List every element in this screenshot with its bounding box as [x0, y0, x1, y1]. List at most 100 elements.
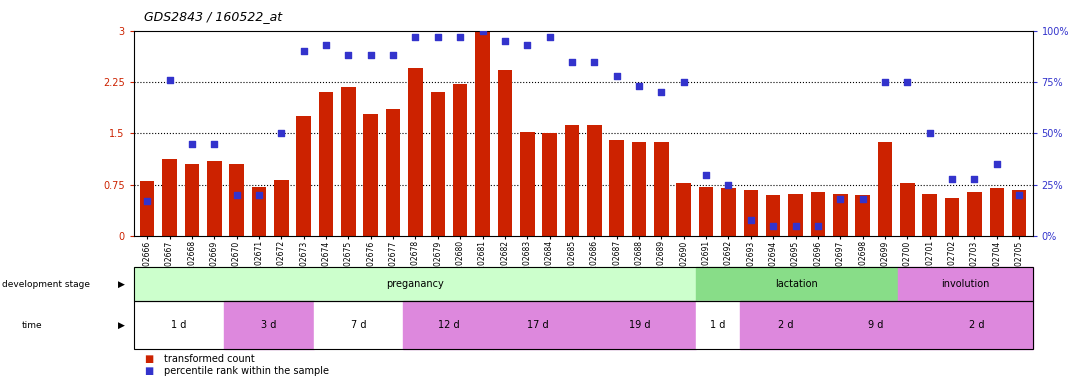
- Bar: [408, 68, 423, 236]
- Bar: [967, 192, 981, 236]
- Point: [788, 223, 805, 229]
- Point: [966, 175, 983, 182]
- Point: [496, 38, 514, 44]
- Text: ▶: ▶: [119, 321, 125, 330]
- Point: [340, 52, 357, 58]
- Bar: [207, 161, 221, 236]
- Text: preganancy: preganancy: [386, 279, 443, 289]
- Bar: [453, 84, 468, 236]
- Point: [876, 79, 893, 85]
- Text: 19 d: 19 d: [628, 320, 651, 331]
- Text: GDS2843 / 160522_at: GDS2843 / 160522_at: [144, 10, 282, 23]
- Point: [273, 131, 290, 137]
- Text: percentile rank within the sample: percentile rank within the sample: [164, 366, 328, 376]
- Point: [1010, 192, 1027, 198]
- Bar: [1012, 190, 1026, 236]
- Bar: [185, 164, 199, 236]
- Bar: [721, 188, 736, 236]
- Bar: [475, 31, 490, 236]
- Point: [183, 141, 200, 147]
- Bar: [699, 187, 714, 236]
- Text: transformed count: transformed count: [164, 354, 255, 364]
- Text: 7 d: 7 d: [351, 320, 366, 331]
- Point: [250, 192, 268, 198]
- Text: 17 d: 17 d: [528, 320, 549, 331]
- Bar: [498, 70, 513, 236]
- Point: [564, 58, 581, 65]
- Bar: [744, 190, 759, 236]
- Bar: [945, 199, 960, 236]
- Point: [429, 34, 446, 40]
- Point: [743, 217, 760, 223]
- Point: [139, 198, 156, 204]
- Point: [854, 196, 871, 202]
- Text: 2 d: 2 d: [778, 320, 793, 331]
- Bar: [631, 142, 646, 236]
- Text: 2 d: 2 d: [968, 320, 984, 331]
- Bar: [163, 159, 177, 236]
- Point: [384, 52, 401, 58]
- Bar: [140, 181, 154, 236]
- Bar: [364, 114, 378, 236]
- Bar: [251, 187, 266, 236]
- Bar: [922, 194, 937, 236]
- Point: [899, 79, 916, 85]
- Point: [407, 34, 424, 40]
- Point: [698, 171, 715, 177]
- Bar: [676, 183, 691, 236]
- Point: [809, 223, 826, 229]
- Point: [519, 42, 536, 48]
- Text: 1 d: 1 d: [710, 320, 725, 331]
- Bar: [610, 140, 624, 236]
- Point: [944, 175, 961, 182]
- Bar: [766, 195, 780, 236]
- Bar: [877, 142, 892, 236]
- Text: involution: involution: [941, 279, 990, 289]
- Point: [362, 52, 379, 58]
- Bar: [855, 195, 870, 236]
- Point: [585, 58, 602, 65]
- Text: ■: ■: [144, 354, 154, 364]
- Bar: [990, 188, 1004, 236]
- Point: [989, 161, 1006, 167]
- Point: [720, 182, 737, 188]
- Bar: [811, 192, 825, 236]
- Text: 9 d: 9 d: [868, 320, 883, 331]
- Text: 1 d: 1 d: [171, 320, 186, 331]
- Bar: [587, 125, 601, 236]
- Bar: [430, 92, 445, 236]
- Bar: [341, 87, 355, 236]
- Point: [318, 42, 335, 48]
- Text: ▶: ▶: [119, 280, 125, 289]
- Bar: [319, 92, 333, 236]
- Bar: [900, 183, 915, 236]
- Text: development stage: development stage: [2, 280, 90, 289]
- Point: [228, 192, 245, 198]
- Text: 12 d: 12 d: [438, 320, 459, 331]
- Point: [921, 131, 938, 137]
- Point: [474, 28, 491, 34]
- Bar: [520, 132, 535, 236]
- Point: [452, 34, 469, 40]
- Point: [541, 34, 559, 40]
- Point: [160, 77, 178, 83]
- Point: [295, 48, 312, 55]
- Point: [831, 196, 849, 202]
- Bar: [296, 116, 311, 236]
- Text: time: time: [21, 321, 42, 330]
- Bar: [565, 125, 579, 236]
- Point: [765, 223, 782, 229]
- Text: lactation: lactation: [776, 279, 817, 289]
- Text: 3 d: 3 d: [261, 320, 276, 331]
- Bar: [274, 180, 289, 236]
- Bar: [789, 194, 802, 236]
- Point: [675, 79, 692, 85]
- Bar: [834, 194, 847, 236]
- Point: [653, 89, 670, 95]
- Bar: [542, 134, 556, 236]
- Bar: [229, 164, 244, 236]
- Point: [205, 141, 223, 147]
- Bar: [654, 142, 669, 236]
- Point: [630, 83, 647, 89]
- Text: ■: ■: [144, 366, 154, 376]
